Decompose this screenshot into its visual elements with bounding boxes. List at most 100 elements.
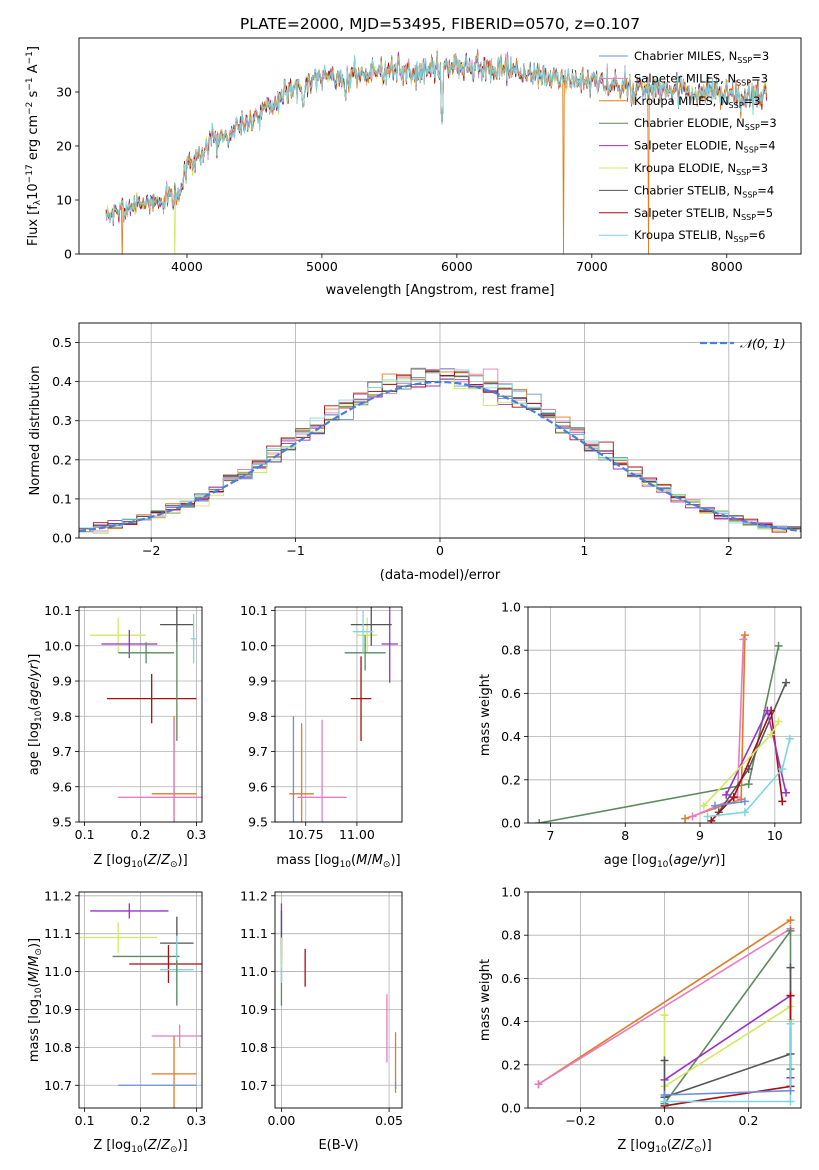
y-tick-label: 1.0 — [501, 885, 521, 900]
y-axis-label: age [log10(age/yr)] — [27, 654, 44, 776]
axes-frame — [527, 891, 802, 1109]
x-tick-label: 0.00 — [268, 1113, 296, 1128]
weight-marker — [786, 926, 795, 935]
y-tick-label: 10.9 — [240, 1002, 268, 1017]
panel-mass_vs_ebv: 0.00 0.05 10.7 10.8 10.9 11.0 11.1 11.2 — [240, 888, 403, 1128]
weight-marker — [707, 816, 716, 823]
x-tick-label: 0.05 — [375, 1113, 403, 1128]
y-axis-label: mass weight — [478, 674, 493, 756]
y-tick-label: 20 — [56, 139, 72, 154]
legend-label: Chabrier ELODIE, NSSP=3 — [634, 116, 777, 132]
weight-marker — [774, 717, 783, 726]
normal-curve — [78, 380, 802, 533]
x-tick-label: 7 — [546, 828, 554, 843]
weight-marker — [740, 808, 749, 817]
weight-marker — [778, 765, 787, 773]
weight-marker — [786, 916, 795, 925]
x-axis-label: Z [log10(Z/Z⊙)] — [617, 1138, 711, 1155]
weight-marker — [729, 793, 738, 802]
y-tick-label: 30 — [56, 85, 72, 100]
y-tick-label: 9.6 — [52, 779, 72, 794]
x-tick-label: 4000 — [171, 259, 203, 274]
weight-marker — [778, 797, 787, 806]
x-tick-label: 9 — [696, 828, 704, 843]
y-tick-label: 9.9 — [248, 674, 268, 689]
weight-marker — [703, 812, 712, 821]
x-axis-label: Z [log10(Z/Z⊙)] — [93, 853, 187, 870]
y-tick-label: 9.7 — [52, 744, 72, 759]
panel-residuals: −2 −1 0 1 2 0.0 0.1 0.2 0.3 0.4 0.5 — [52, 322, 802, 558]
y-tick-label: 0.0 — [501, 1101, 521, 1116]
spectrum-legend: Chabrier MILES, NSSP=3 Salpeter MILES, NS… — [599, 49, 777, 244]
x-tick-label: 1 — [580, 543, 588, 558]
legend-label: Chabrier STELIB, NSSP=4 — [634, 183, 774, 199]
y-axis-label: Normed distribution — [28, 366, 43, 496]
y-tick-label: 0.2 — [501, 772, 521, 787]
weight-marker — [782, 788, 791, 797]
weight-marker — [660, 1056, 669, 1065]
y-tick-label: 11.0 — [44, 964, 72, 979]
weight-marker — [535, 819, 544, 823]
y-tick-label: 11.1 — [240, 926, 268, 941]
x-tick-label: 10.75 — [288, 827, 324, 842]
legend-label: Salpeter ELODIE, NSSP=4 — [634, 139, 776, 155]
y-tick-label: 0.2 — [501, 1057, 521, 1072]
panel-age_vs_Z: 0.1 0.2 0.3 9.5 9.6 9.7 9.8 9.9 10.0 10.1 — [44, 603, 206, 842]
y-tick-label: 0.6 — [501, 971, 521, 986]
x-tick-label: −0.2 — [565, 1113, 595, 1128]
y-tick-label: 0.4 — [501, 1014, 521, 1029]
y-tick-label: 11.2 — [240, 888, 268, 903]
y-tick-label: 9.7 — [248, 744, 268, 759]
weight-line — [538, 928, 791, 1085]
weight-marker — [774, 641, 783, 650]
weight-marker — [767, 730, 776, 739]
axes-frame — [78, 606, 203, 823]
legend-label: Salpeter MILES, NSSP=3 — [634, 71, 768, 87]
y-axis-label: mass [log10(M/M⊙)] — [27, 938, 44, 1062]
y-tick-label: 11.1 — [44, 926, 72, 941]
panel-mass_vs_Z: 0.1 0.2 0.3 10.7 10.8 10.9 11.0 11.1 11.2 — [44, 888, 206, 1128]
axes-frame — [274, 891, 403, 1109]
legend-label: Kroupa ELODIE, NSSP=3 — [634, 161, 768, 177]
x-tick-label: 0 — [436, 543, 444, 558]
weight-line — [664, 995, 792, 1107]
y-tick-label: 9.8 — [52, 709, 72, 724]
weight-marker — [785, 734, 794, 743]
y-tick-label: 0.5 — [52, 335, 72, 350]
weight-marker — [763, 706, 772, 715]
weight-marker — [710, 801, 719, 810]
axes-frame — [78, 891, 203, 1109]
y-tick-label: 9.9 — [52, 674, 72, 689]
x-tick-label: 6000 — [441, 259, 473, 274]
x-tick-label: 0.0 — [655, 1113, 675, 1128]
x-tick-label: −2 — [142, 543, 160, 558]
y-tick-label: 0.8 — [501, 928, 521, 943]
x-tick-label: 11.00 — [339, 827, 375, 842]
x-axis-label: age [log10(age/yr)] — [604, 853, 726, 870]
x-tick-label: 8000 — [711, 259, 743, 274]
weight-marker — [786, 1097, 795, 1106]
weight-line — [714, 800, 746, 807]
panel-spectrum: 4000 5000 6000 7000 8000 0 10 20 30 — [56, 37, 802, 274]
weight-marker — [660, 1011, 669, 1020]
x-tick-label: 0.1 — [75, 827, 95, 842]
x-tick-label: 2 — [725, 543, 733, 558]
x-axis-label: Z [log10(Z/Z⊙)] — [93, 1138, 187, 1155]
y-tick-label: 1.0 — [501, 600, 521, 615]
axes-frame — [78, 37, 802, 255]
x-tick-label: 0.2 — [131, 827, 151, 842]
x-tick-label: 0.3 — [186, 1113, 206, 1128]
x-tick-label: 5000 — [306, 259, 338, 274]
y-tick-label: 0.4 — [501, 729, 521, 744]
x-tick-label: 10 — [767, 828, 783, 843]
y-tick-label: 9.5 — [248, 815, 268, 830]
x-tick-label: 0.2 — [131, 1113, 151, 1128]
x-tick-label: 0.2 — [739, 1113, 759, 1128]
legend-label: Salpeter STELIB, NSSP=5 — [634, 206, 773, 222]
y-tick-label: 0.0 — [501, 816, 521, 831]
weight-line — [538, 919, 791, 1085]
weight-line — [663, 928, 792, 1105]
figure-title: PLATE=2000, MJD=53495, FIBERID=0570, z=0… — [240, 15, 640, 33]
y-tick-label: 0.6 — [501, 686, 521, 701]
x-tick-label: 0.3 — [186, 827, 206, 842]
